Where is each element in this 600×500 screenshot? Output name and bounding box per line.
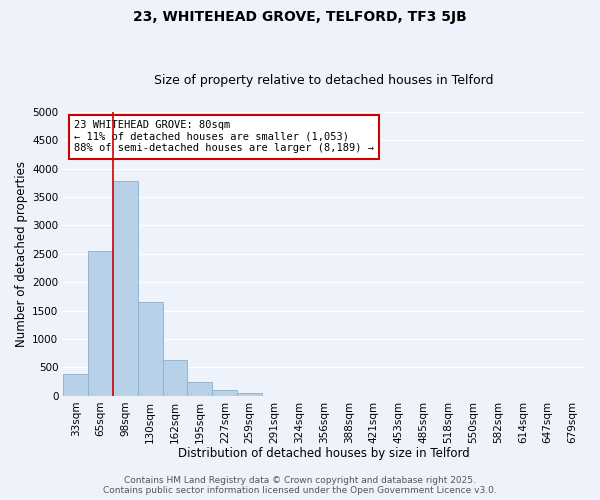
Bar <box>212 390 237 396</box>
Title: Size of property relative to detached houses in Telford: Size of property relative to detached ho… <box>154 74 494 87</box>
Bar <box>138 302 163 396</box>
Y-axis label: Number of detached properties: Number of detached properties <box>15 161 28 347</box>
X-axis label: Distribution of detached houses by size in Telford: Distribution of detached houses by size … <box>178 447 470 460</box>
Bar <box>63 374 88 396</box>
Text: 23 WHITEHEAD GROVE: 80sqm
← 11% of detached houses are smaller (1,053)
88% of se: 23 WHITEHEAD GROVE: 80sqm ← 11% of detac… <box>74 120 374 154</box>
Bar <box>187 382 212 396</box>
Bar <box>88 251 113 396</box>
Text: 23, WHITEHEAD GROVE, TELFORD, TF3 5JB: 23, WHITEHEAD GROVE, TELFORD, TF3 5JB <box>133 10 467 24</box>
Bar <box>113 181 138 396</box>
Bar <box>163 360 187 396</box>
Bar <box>237 392 262 396</box>
Text: Contains HM Land Registry data © Crown copyright and database right 2025.
Contai: Contains HM Land Registry data © Crown c… <box>103 476 497 495</box>
